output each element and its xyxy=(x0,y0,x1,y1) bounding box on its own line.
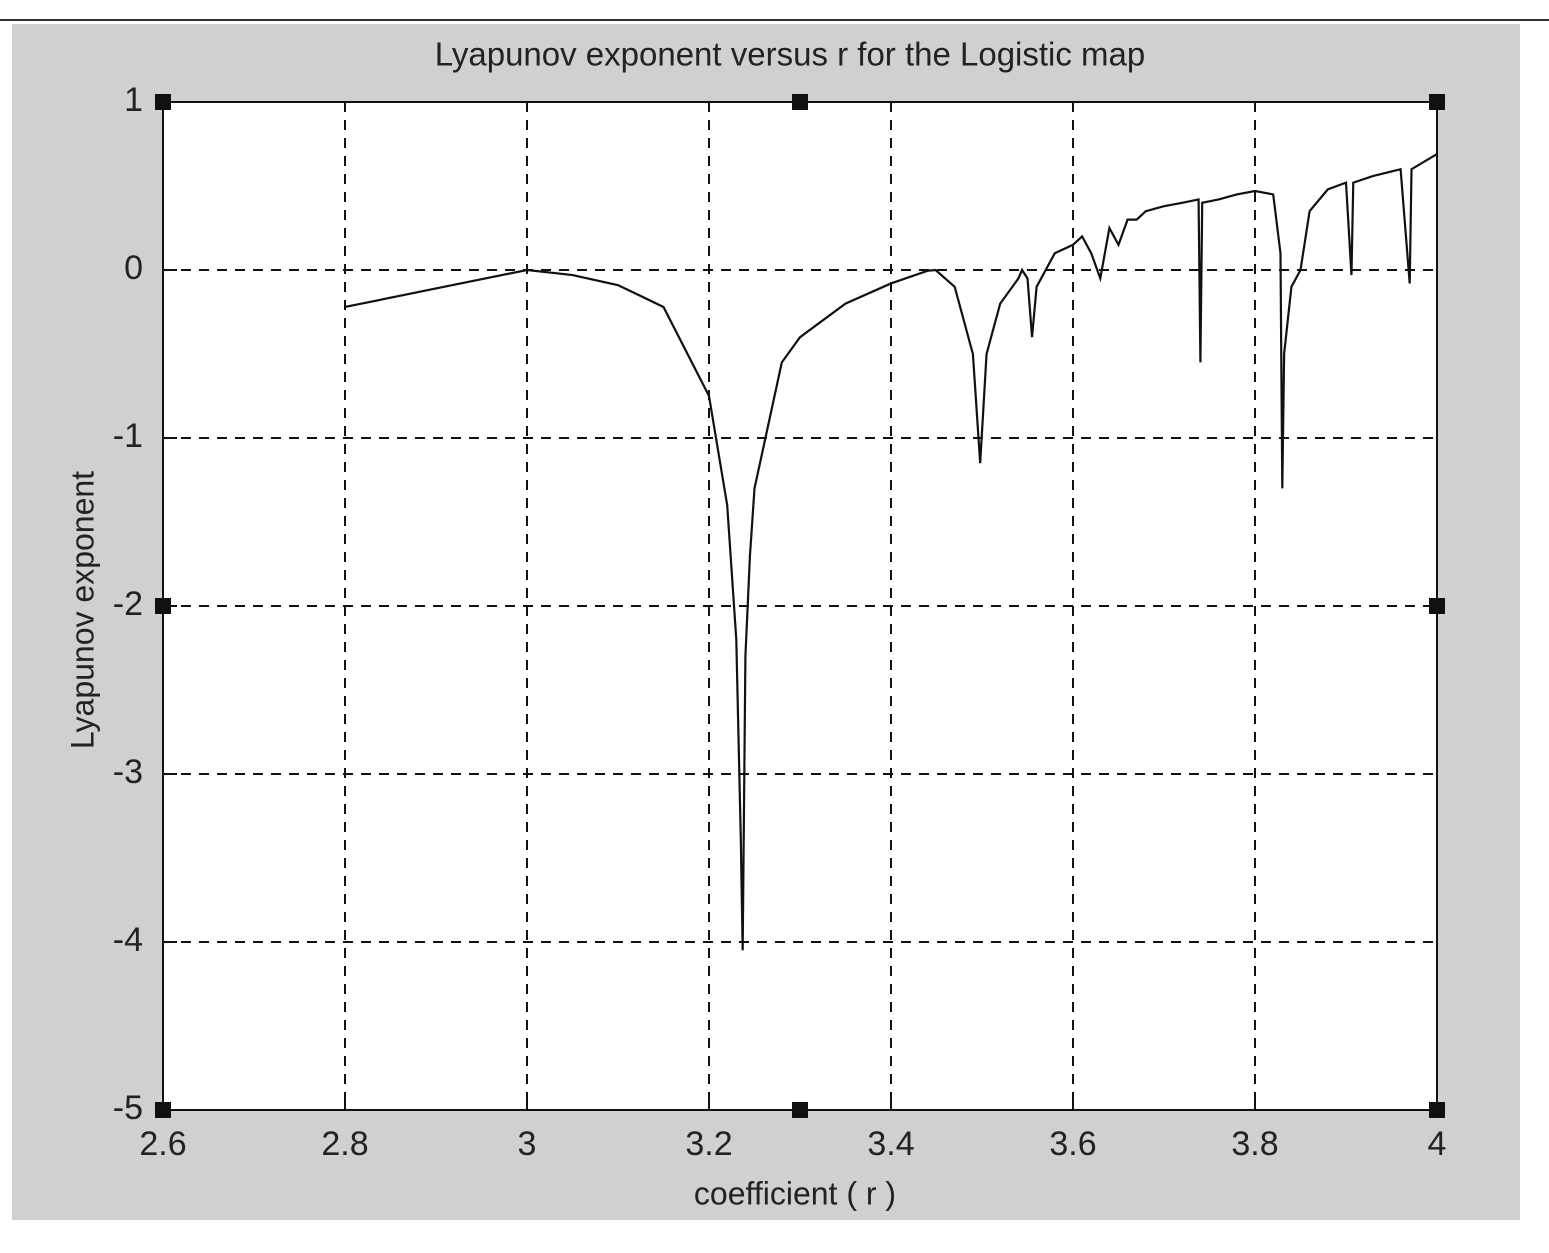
data-line xyxy=(344,153,1438,951)
y-tick-label: 1 xyxy=(124,81,143,119)
selection-handle xyxy=(792,1102,808,1118)
selection-handle xyxy=(1429,598,1445,614)
y-tick-label: -5 xyxy=(113,1089,143,1127)
x-axis-label: coefficient ( r ) xyxy=(694,1175,896,1211)
x-tick-label: 3.6 xyxy=(1049,1125,1096,1163)
selection-handle xyxy=(155,94,171,110)
chart-title: Lyapunov exponent versus r for the Logis… xyxy=(435,36,1146,73)
x-tick-label: 2.8 xyxy=(321,1125,368,1163)
y-tick-label: -4 xyxy=(113,921,143,959)
x-tick-label: 3.4 xyxy=(867,1125,914,1163)
y-tick-label: -3 xyxy=(113,753,143,791)
y-tick-label: 0 xyxy=(124,249,143,287)
x-tick-label: 4 xyxy=(1428,1125,1447,1163)
selection-handle xyxy=(1429,94,1445,110)
x-tick-label: 2.6 xyxy=(139,1125,186,1163)
selection-handle xyxy=(1429,1102,1445,1118)
x-tick-label: 3.2 xyxy=(685,1125,732,1163)
y-tick-label: -1 xyxy=(113,417,143,455)
selection-handle xyxy=(792,94,808,110)
selection-handle xyxy=(155,1102,171,1118)
x-tick-label: 3 xyxy=(518,1125,537,1163)
y-axis-label: Lyapunov exponent xyxy=(64,471,100,749)
x-tick-label: 3.8 xyxy=(1231,1125,1278,1163)
y-tick-label: -2 xyxy=(113,585,143,623)
selection-handle xyxy=(155,598,171,614)
